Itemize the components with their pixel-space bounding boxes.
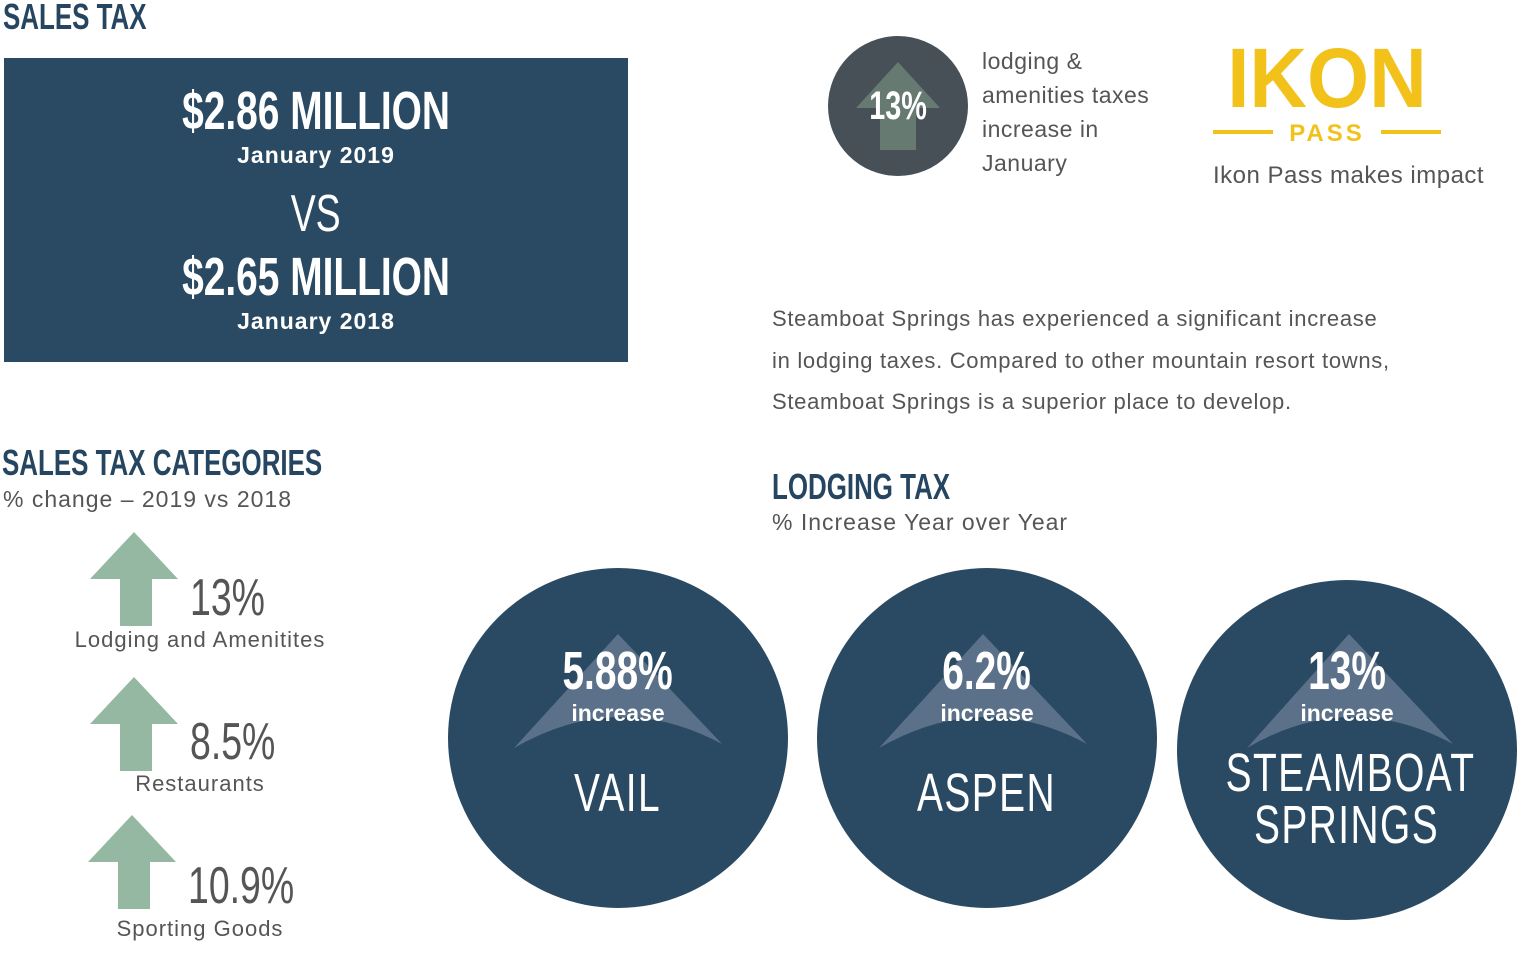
lodging-value: 6.2% [942,641,1032,701]
paragraph-line: Steamboat Springs has experienced a sign… [772,306,1378,331]
paragraph-line: Steamboat Springs is a superior place to… [772,389,1292,414]
up-arrow-icon [88,815,176,909]
mountain-arrow-icon [514,634,722,748]
lodging-value: 5.88% [562,641,674,701]
description-paragraph: Steamboat Springs has experienced a sign… [772,298,1390,423]
lodging-circle-steamboat: 13% increase STEAMBOAT SPRINGS [1177,580,1517,920]
city-name-line2: SPRINGS [1254,795,1440,855]
lodging-value: 13% [1308,641,1386,701]
highlight-value: 13% [869,84,927,128]
lodging-tax-subtitle: % Increase Year over Year [772,509,1069,535]
mountain-arrow-icon [1247,634,1453,748]
sales-tax-title: SALES TAX [3,0,147,37]
city-name: ASPEN [917,763,1057,823]
up-arrow-icon [90,677,178,771]
lodging-circle-vail: 5.88% increase VAIL [448,568,788,908]
previous-value: $2.65 MILLION [182,247,450,307]
highlight-line: lodging & [982,48,1083,74]
ikon-pass-logo: IKON PASS [1213,36,1441,150]
city-name: VAIL [574,763,662,823]
mountain-arrow-icon [879,634,1087,748]
category-label: Sporting Goods [116,916,284,941]
previous-period: January 2018 [237,308,395,334]
current-value: $2.86 MILLION [182,81,450,141]
categories-title: SALES TAX CATEGORIES [2,442,323,483]
highlight-line: increase in [982,116,1099,142]
lodging-increase-label: increase [1300,700,1394,726]
category-value: 8.5% [190,713,276,771]
up-arrow-icon [856,62,940,150]
category-value: 10.9% [188,857,295,915]
current-period: January 2019 [237,142,395,168]
sales-tax-box: $2.86 MILLION January 2019 VS $2.65 MILL… [4,58,628,362]
lodging-tax-title: LODGING TAX [772,466,951,507]
up-arrow-icon [90,532,178,626]
highlight-line: amenities taxes [982,82,1150,108]
highlight-circle: 13% [828,36,968,176]
category-label: Lodging and Amenitites [74,627,326,652]
lodging-increase-label: increase [940,700,1034,726]
paragraph-line: in lodging taxes. Compared to other moun… [772,347,1390,373]
vs-label: VS [291,185,341,243]
categories-subtitle: % change – 2019 vs 2018 [3,486,292,512]
city-name: STEAMBOAT [1225,743,1476,803]
lodging-circle-aspen: 6.2% increase ASPEN [817,568,1157,908]
category-label: Restaurants [135,771,265,796]
ikon-caption: Ikon Pass makes impact [1213,162,1485,189]
lodging-increase-label: increase [571,700,665,726]
highlight-line: January [982,150,1068,176]
category-value: 13% [190,569,265,627]
highlight-text: lodging & amenities taxes increase in Ja… [982,44,1149,180]
